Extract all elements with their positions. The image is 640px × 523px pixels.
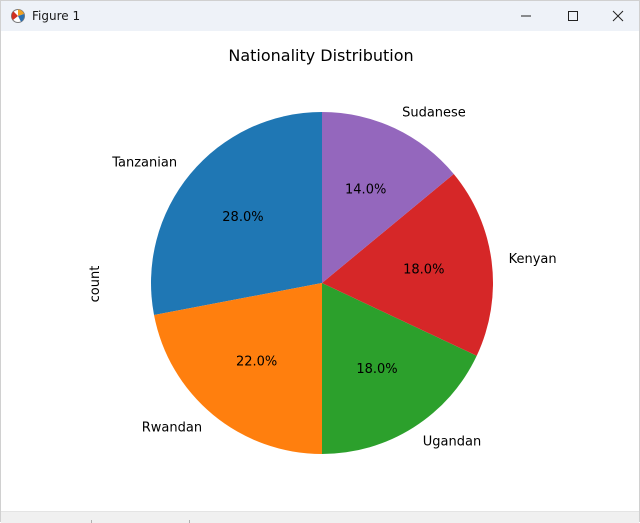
- maximize-icon: [567, 7, 579, 26]
- y-axis-label: count: [88, 266, 103, 303]
- category-label-rwandan: Rwandan: [142, 420, 202, 435]
- percent-label-rwandan: 22.0%: [236, 355, 277, 370]
- category-labels: Tanzanian Rwandan Ugandan Kenyan Sudanese: [111, 105, 556, 449]
- pie-slice-ugandan: [322, 283, 477, 454]
- pie-slices: [151, 112, 494, 455]
- title-bar[interactable]: Figure 1: [1, 1, 639, 31]
- category-label-kenyan: Kenyan: [509, 252, 557, 267]
- chart-title: Nationality Distribution: [228, 46, 413, 65]
- maximize-button[interactable]: [550, 1, 596, 31]
- pie-chart: Nationality Distribution count 28.0% 22.0…: [88, 46, 557, 455]
- category-label-sudanese: Sudanese: [402, 105, 466, 120]
- pie-slice-kenyan: [322, 174, 494, 356]
- matplotlib-figure-icon: [10, 8, 26, 24]
- category-label-tanzanian: Tanzanian: [111, 156, 177, 171]
- pie-slice-tanzanian: [151, 112, 322, 316]
- window-title: Figure 1: [32, 9, 81, 23]
- percent-label-kenyan: 18.0%: [403, 263, 444, 278]
- percent-label-tanzanian: 28.0%: [222, 210, 263, 225]
- close-button[interactable]: [595, 1, 640, 31]
- toolbar-strip: [1, 511, 639, 523]
- pie-slice-sudanese: [322, 112, 454, 283]
- pie-slice-rwandan: [154, 283, 322, 455]
- percent-label-ugandan: 18.0%: [356, 362, 397, 377]
- figure-canvas: Nationality Distribution count 28.0% 22.0…: [1, 31, 639, 511]
- category-label-ugandan: Ugandan: [423, 434, 481, 449]
- percent-labels: 28.0% 22.0% 18.0% 18.0% 14.0%: [222, 183, 444, 377]
- percent-label-sudanese: 14.0%: [345, 183, 386, 198]
- minimize-icon: [520, 7, 532, 26]
- minimize-button[interactable]: [503, 1, 549, 31]
- close-icon: [612, 7, 624, 26]
